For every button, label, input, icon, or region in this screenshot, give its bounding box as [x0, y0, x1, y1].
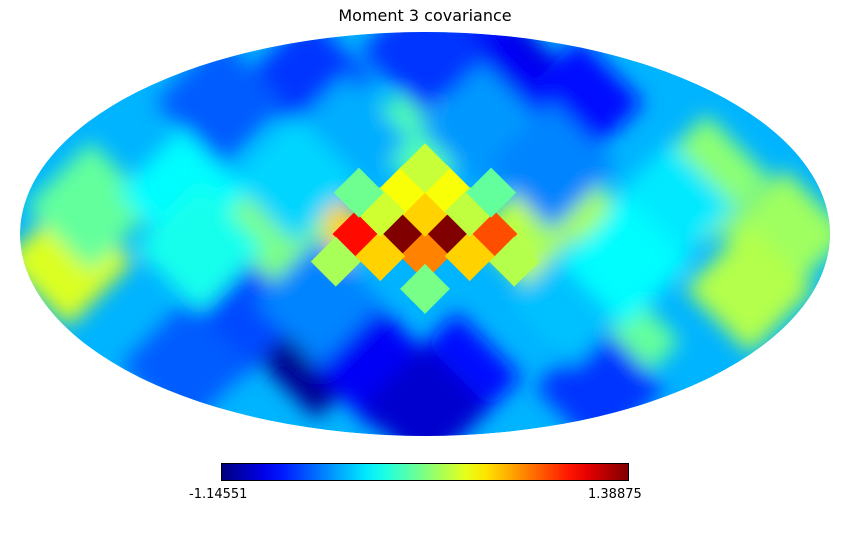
colorbar-min-label: -1.14551: [189, 487, 248, 502]
pixel-cell-19: [310, 236, 361, 287]
pixel-cell-38: [360, 343, 490, 436]
colorbar: [221, 463, 629, 481]
pixel-cell-40: [120, 300, 251, 431]
pixel-cell-20: [466, 167, 517, 218]
colorbar-max-label: 1.38875: [588, 487, 642, 502]
pixel-cell-41: [360, 32, 490, 116]
pixel-cell-44: [487, 100, 617, 231]
pixel-cell-26: [684, 223, 815, 354]
pixel-cell-6: [355, 231, 406, 282]
pixel-cell-18: [489, 236, 540, 287]
pixel-cell-17: [400, 263, 450, 314]
map-body: [20, 32, 830, 436]
pixel-cell-21: [333, 167, 384, 218]
pixel-cell-10: [400, 143, 450, 194]
pixel-cell-50: [135, 182, 266, 313]
pixel-cell-45: [230, 114, 361, 245]
pixel-cell-51: [560, 196, 691, 327]
pixel-cell-2: [400, 231, 450, 282]
pixel-cell-5: [444, 231, 495, 282]
chart-title: Moment 3 covariance: [338, 6, 512, 25]
pixel-cell-27: [25, 141, 156, 272]
